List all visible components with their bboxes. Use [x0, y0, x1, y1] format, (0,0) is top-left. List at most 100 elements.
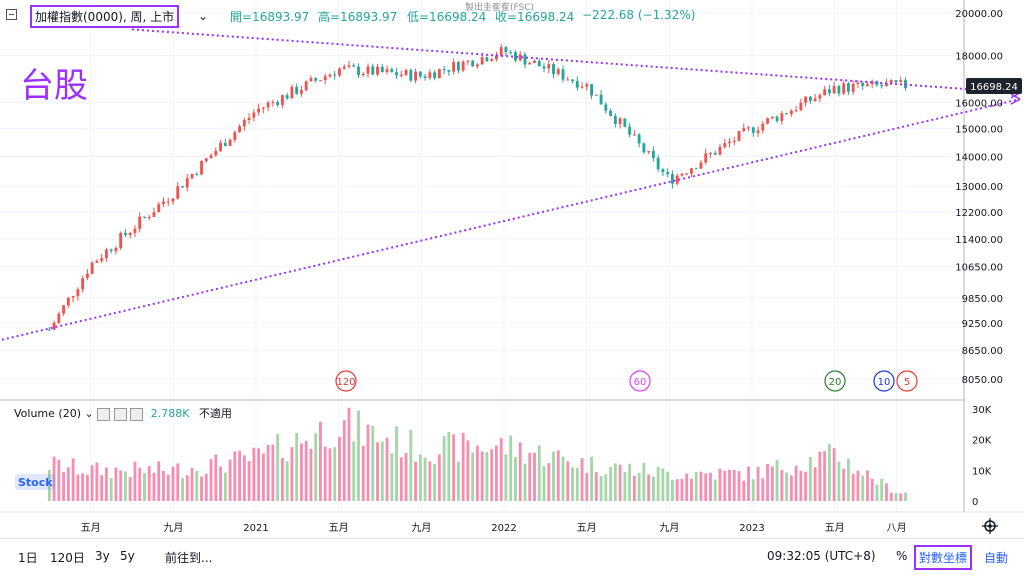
volume-bar	[885, 483, 888, 501]
chevron-down-icon[interactable]: ⌄	[198, 9, 209, 23]
ma-badge-circle[interactable]	[629, 370, 651, 392]
candle-body	[485, 57, 489, 62]
volume-bar	[580, 458, 584, 501]
volume-bar	[533, 452, 536, 501]
settings-icon[interactable]	[982, 518, 998, 534]
volume-bar	[342, 420, 346, 501]
candle-body	[85, 273, 89, 279]
volume-bar	[162, 470, 165, 501]
volume-bar	[785, 472, 789, 501]
volume-bar	[423, 457, 427, 501]
candle-body	[747, 127, 750, 129]
volume-bar	[528, 452, 532, 501]
volume-bar	[195, 471, 199, 501]
volume-bar	[323, 446, 327, 501]
volume-bar	[594, 472, 598, 501]
volume-bar	[333, 447, 337, 501]
candle-body	[523, 54, 527, 65]
trendline-lower[interactable]	[0, 98, 1021, 343]
candle-body	[428, 72, 432, 78]
volume-bar	[200, 476, 203, 501]
ma-badge-circle[interactable]	[896, 370, 918, 392]
volume-bar	[523, 463, 527, 501]
candle-body	[851, 83, 855, 92]
volume-bar	[190, 467, 194, 501]
volume-bar	[509, 435, 513, 501]
volume-bar	[442, 436, 446, 501]
candle-body	[238, 126, 242, 133]
volume-bar	[166, 474, 170, 501]
ma-badge-circle[interactable]	[335, 370, 357, 392]
range-5y[interactable]: 5y	[120, 549, 135, 563]
main-chart[interactable]: 20000.00 18000.00 16000.00 15000.00 14000.00…	[0, 0, 1024, 538]
more-icon[interactable]	[130, 407, 144, 421]
volume-bar	[775, 459, 779, 501]
volume-bar	[609, 466, 613, 501]
ma-badge-label: 60	[634, 377, 647, 388]
volume-bar	[433, 464, 437, 501]
volume-bar	[309, 448, 313, 501]
volume-bar	[713, 479, 717, 501]
gear-icon[interactable]	[113, 407, 127, 421]
volume-bar	[613, 463, 617, 501]
time-axis[interactable]: 五月 九月 2021 五月 九月 2022 五月 九月 2023 五月 八月	[81, 522, 907, 534]
auto-scale-toggle[interactable]: 自動	[984, 551, 1009, 565]
volume-bar	[480, 451, 484, 501]
overlay-note: 製出圭隺隺(FSC)	[465, 1, 534, 13]
volume-bar	[623, 471, 627, 501]
volume-bar	[214, 454, 218, 501]
time-display: 09:32:05 (UTC+8)	[767, 549, 876, 563]
candle-body	[699, 162, 703, 169]
chevron-down-icon[interactable]: ⌄	[84, 407, 98, 420]
candle-body	[495, 55, 498, 60]
volume-bar	[114, 467, 118, 501]
volume-bar	[794, 465, 798, 501]
candle-body	[143, 216, 146, 218]
candle-body	[556, 69, 560, 75]
candle-body	[704, 153, 708, 163]
candle-body	[509, 52, 513, 54]
volume-bar	[361, 445, 365, 501]
volume-bar	[675, 479, 679, 501]
volume-bar	[575, 467, 579, 501]
volume-bar	[376, 442, 379, 501]
price-axis[interactable]: 20000.00 18000.00 16000.00 15000.00 14000.00…	[955, 9, 1003, 386]
symbol-box[interactable]: 加權指數(0000), 周, 上市	[30, 5, 180, 28]
overlay-label: 台股	[20, 66, 88, 106]
volume-bar	[266, 445, 270, 501]
volume-bar	[728, 469, 731, 501]
candle-body	[395, 72, 398, 76]
ma-badge-circle[interactable]	[824, 370, 846, 392]
range-120d[interactable]: 120日	[50, 551, 85, 565]
volume-bar	[290, 447, 294, 501]
candle-body	[190, 173, 194, 179]
volume-legend[interactable]: Volume (20) ⌄ 2.788K 不適用	[14, 405, 232, 421]
volume-bar	[518, 442, 522, 501]
volume-bar	[861, 475, 865, 501]
volume-bar	[832, 448, 836, 501]
collapse-icon[interactable]	[6, 9, 17, 23]
log-scale-toggle[interactable]: 對數坐標	[914, 545, 973, 570]
candle-body	[157, 204, 161, 213]
candle-body	[62, 305, 66, 314]
candle-body	[737, 131, 741, 141]
candle-body	[95, 260, 99, 263]
volume-tick: 30K	[972, 405, 992, 416]
trendline-upper[interactable]	[131, 28, 1021, 94]
eye-icon[interactable]	[97, 407, 111, 421]
price-tick: 9850.00	[962, 294, 1003, 305]
price-tick: 14000.00	[955, 152, 1003, 163]
range-3y[interactable]: 3y	[95, 549, 110, 563]
candle-body	[666, 172, 670, 175]
percent-toggle[interactable]: %	[896, 549, 908, 563]
volume-axis[interactable]: 30K 20K 10K 0	[972, 405, 992, 508]
volume-bar	[371, 426, 375, 501]
volume-bar	[566, 461, 570, 501]
candle-body	[223, 142, 227, 146]
ma-badge-circle[interactable]	[873, 370, 895, 392]
volume-bar	[257, 448, 261, 501]
range-1d[interactable]: 1日	[18, 551, 38, 565]
goto-button[interactable]: 前往到...	[165, 551, 213, 565]
candle-body	[166, 201, 170, 203]
candle-body	[842, 83, 846, 94]
